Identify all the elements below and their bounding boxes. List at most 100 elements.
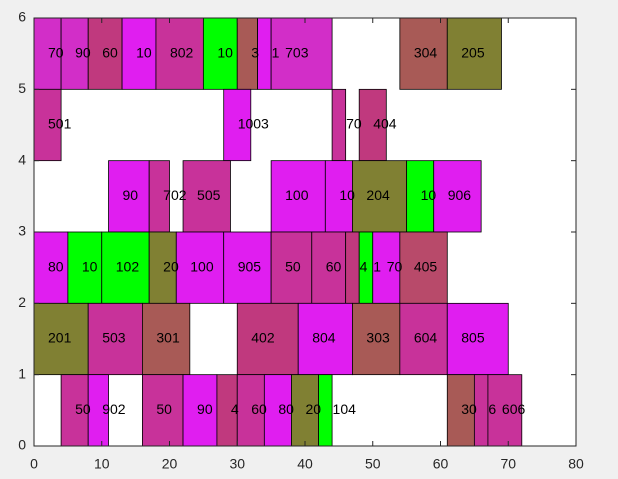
box-label: 505 bbox=[197, 187, 221, 203]
box-label: 501 bbox=[48, 116, 72, 132]
box-label: 503 bbox=[102, 330, 126, 346]
box bbox=[121, 17, 157, 90]
x-tick-label: 40 bbox=[297, 456, 313, 472]
box-label: 205 bbox=[461, 44, 485, 60]
x-tick-label: 50 bbox=[365, 456, 381, 472]
box bbox=[263, 374, 292, 447]
box-label: 10 bbox=[136, 44, 152, 60]
box bbox=[175, 231, 225, 304]
box-label: 104 bbox=[333, 401, 357, 417]
box-label: 50 bbox=[285, 258, 301, 274]
x-tick-label: 60 bbox=[433, 456, 449, 472]
box-label: 1003 bbox=[238, 116, 269, 132]
box bbox=[33, 88, 62, 162]
box-label: 404 bbox=[373, 116, 397, 132]
box-label: 60 bbox=[102, 44, 118, 60]
box-label: 80 bbox=[48, 258, 64, 274]
box-label: 1 bbox=[272, 44, 280, 60]
box bbox=[399, 231, 448, 304]
box bbox=[311, 231, 347, 304]
x-tick-label: 0 bbox=[30, 456, 38, 472]
x-tick-label: 20 bbox=[162, 456, 178, 472]
box-label: 80 bbox=[278, 401, 294, 417]
box bbox=[141, 302, 191, 376]
box-label: 70 bbox=[48, 44, 64, 60]
y-tick-label: 0 bbox=[18, 437, 26, 453]
box-label: 30 bbox=[461, 401, 477, 417]
box bbox=[236, 302, 299, 376]
box-label: 70 bbox=[387, 258, 403, 274]
box-label: 100 bbox=[190, 258, 214, 274]
box-label: 905 bbox=[238, 258, 262, 274]
y-tick-label: 1 bbox=[18, 365, 26, 381]
box bbox=[324, 160, 353, 233]
box-label: 906 bbox=[448, 187, 472, 203]
box bbox=[446, 17, 502, 90]
box bbox=[270, 17, 333, 90]
box bbox=[331, 88, 347, 162]
x-tick-label: 10 bbox=[94, 456, 110, 472]
y-tick-label: 3 bbox=[18, 223, 26, 239]
box bbox=[257, 17, 272, 90]
box-label: 804 bbox=[312, 330, 336, 346]
box bbox=[223, 231, 272, 304]
box-label: 50 bbox=[156, 401, 172, 417]
box-label: 102 bbox=[116, 258, 140, 274]
box bbox=[270, 160, 326, 233]
box-label: 10 bbox=[217, 44, 233, 60]
box-label: 1 bbox=[373, 258, 381, 274]
box-label: 204 bbox=[366, 187, 390, 203]
box bbox=[446, 302, 509, 376]
y-tick-label: 6 bbox=[18, 9, 26, 25]
box-label: 805 bbox=[461, 330, 485, 346]
box-label: 303 bbox=[366, 330, 390, 346]
box-label: 405 bbox=[414, 258, 438, 274]
box-label: 304 bbox=[414, 44, 438, 60]
box-label: 4 bbox=[231, 401, 239, 417]
box-label: 301 bbox=[156, 330, 180, 346]
box bbox=[358, 88, 387, 162]
box-label: 4 bbox=[360, 258, 368, 274]
box-label: 604 bbox=[414, 330, 438, 346]
box bbox=[345, 231, 360, 304]
box bbox=[141, 374, 184, 447]
y-tick-label: 5 bbox=[18, 80, 26, 96]
box-label: 90 bbox=[197, 401, 213, 417]
box-label: 90 bbox=[75, 44, 91, 60]
box-label: 60 bbox=[251, 401, 267, 417]
box-label: 100 bbox=[285, 187, 309, 203]
box bbox=[352, 160, 408, 233]
box-label: 201 bbox=[48, 330, 72, 346]
box bbox=[352, 302, 401, 376]
box bbox=[487, 374, 523, 447]
box bbox=[101, 231, 150, 304]
box-label: 6 bbox=[488, 401, 496, 417]
box-label: 70 bbox=[346, 116, 362, 132]
box bbox=[87, 302, 143, 376]
box-label: 703 bbox=[285, 44, 309, 60]
x-tick-label: 80 bbox=[568, 456, 584, 472]
box-label: 20 bbox=[163, 258, 179, 274]
box bbox=[60, 374, 89, 447]
box bbox=[108, 160, 150, 233]
box-label: 702 bbox=[163, 187, 187, 203]
box-label: 902 bbox=[102, 401, 126, 417]
box bbox=[87, 17, 123, 90]
y-tick-label: 4 bbox=[18, 151, 26, 167]
box-label: 50 bbox=[75, 401, 91, 417]
box-label: 3 bbox=[251, 44, 259, 60]
box-label: 60 bbox=[326, 258, 342, 274]
box bbox=[406, 160, 435, 233]
box bbox=[399, 17, 448, 90]
y-tick-label: 2 bbox=[18, 294, 26, 310]
box-label: 802 bbox=[170, 44, 194, 60]
box-label: 10 bbox=[421, 187, 437, 203]
box bbox=[202, 17, 238, 90]
box-label: 90 bbox=[123, 187, 139, 203]
box-label: 606 bbox=[502, 401, 526, 417]
box bbox=[223, 88, 252, 162]
box bbox=[182, 160, 231, 233]
x-tick-label: 70 bbox=[500, 456, 516, 472]
box bbox=[433, 160, 482, 233]
